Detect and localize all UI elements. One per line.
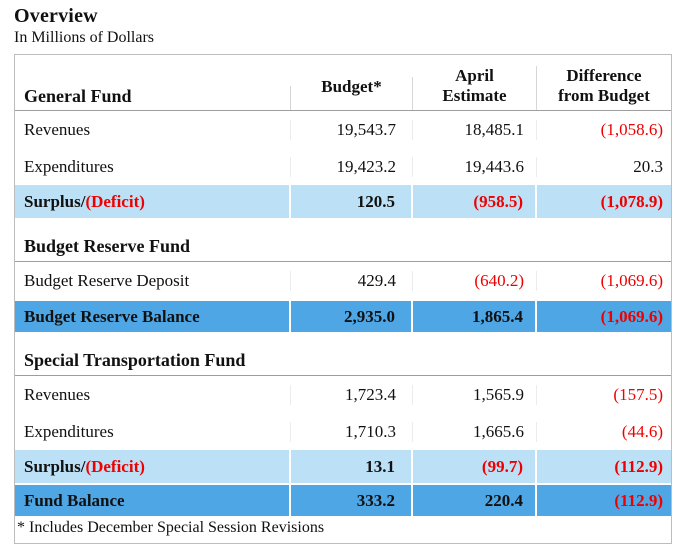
footnote: * Includes December Special Session Revi…	[17, 519, 325, 536]
section-header-row: Budget Reserve Fund	[15, 218, 671, 262]
row-label: Expenditures	[15, 421, 291, 442]
row-label-deficit-part: (Deficit)	[85, 456, 145, 476]
value-cell: 1,665.6	[413, 421, 537, 442]
table-row: Surplus/(Deficit) 13.1 (99.7) (112.9)	[15, 450, 671, 483]
row-label: Budget Reserve Balance	[15, 301, 291, 332]
value-cell: (1,058.6)	[600, 119, 663, 139]
value-cell: (99.7)	[413, 450, 537, 483]
value-cell: 18,485.1	[413, 119, 537, 140]
row-label: Expenditures	[15, 156, 291, 177]
value-cell: 1,710.3	[291, 421, 413, 442]
value-cell: 1,865.4	[413, 301, 537, 332]
column-header-april-estimate: April Estimate	[413, 65, 537, 110]
column-header-budget: Budget*	[291, 76, 413, 110]
value-cell: (1,069.6)	[600, 270, 663, 290]
value-cell: 429.4	[291, 270, 413, 291]
value-cell: 1,723.4	[291, 384, 413, 405]
row-label: Surplus/(Deficit)	[15, 450, 291, 483]
value-cell: (157.5)	[613, 384, 663, 404]
table-row: Revenues 1,723.4 1,565.9 (157.5)	[15, 376, 671, 413]
table-row: Budget Reserve Deposit 429.4 (640.2) (1,069…	[15, 262, 671, 299]
budget-overview-table: General Fund Budget* April Estimate Diff…	[14, 54, 672, 544]
page-title: Overview	[14, 5, 98, 27]
value-cell: 19,443.6	[413, 156, 537, 177]
value-cell: 1,565.9	[413, 384, 537, 405]
row-label: Revenues	[15, 119, 291, 140]
value-cell: (640.2)	[413, 270, 537, 291]
value-cell: (112.9)	[614, 490, 663, 510]
table-row: Budget Reserve Balance 2,935.0 1,865.4 (1,0…	[15, 299, 671, 332]
value-cell: (958.5)	[413, 185, 537, 218]
row-label: Surplus/(Deficit)	[15, 185, 291, 218]
table-row: Revenues 19,543.7 18,485.1 (1,058.6)	[15, 111, 671, 148]
footnote-row: * Includes December Special Session Revi…	[15, 516, 671, 543]
table-header-row: General Fund Budget* April Estimate Diff…	[15, 55, 671, 111]
table-body: Revenues 19,543.7 18,485.1 (1,058.6) Expendi…	[15, 111, 671, 516]
title-block: Overview In Millions of Dollars	[14, 5, 688, 47]
row-label: Fund Balance	[15, 485, 291, 516]
row-label: Budget Reserve Deposit	[15, 270, 291, 291]
column-header-difference-from-budget: Difference from Budget	[558, 65, 650, 105]
value-cell: (44.6)	[621, 421, 663, 441]
section-title: Special Transportation Fund	[24, 350, 246, 370]
table-row: Fund Balance 333.2 220.4 (112.9)	[15, 483, 671, 516]
value-cell: 120.5	[291, 185, 413, 218]
value-cell: 13.1	[291, 450, 413, 483]
value-cell: 20.3	[633, 156, 663, 176]
table-row: Expenditures 19,423.2 19,443.6 20.3	[15, 148, 671, 185]
value-cell: (112.9)	[614, 456, 663, 476]
table-row: Expenditures 1,710.3 1,665.6 (44.6)	[15, 413, 671, 450]
page-subtitle: In Millions of Dollars	[14, 29, 154, 46]
value-cell: (1,069.6)	[600, 306, 663, 326]
value-cell: 19,423.2	[291, 156, 413, 177]
value-cell: 19,543.7	[291, 119, 413, 140]
section-title: Budget Reserve Fund	[24, 236, 190, 256]
section-title-general-fund: General Fund	[15, 86, 291, 110]
row-label-deficit-part: (Deficit)	[85, 191, 145, 211]
value-cell: 2,935.0	[291, 301, 413, 332]
value-cell: (1,078.9)	[600, 191, 663, 211]
table-row: Surplus/(Deficit) 120.5 (958.5) (1,078.9)	[15, 185, 671, 218]
value-cell: 333.2	[291, 485, 413, 516]
value-cell: 220.4	[413, 485, 537, 516]
section-header-row: Special Transportation Fund	[15, 332, 671, 376]
row-label: Revenues	[15, 384, 291, 405]
